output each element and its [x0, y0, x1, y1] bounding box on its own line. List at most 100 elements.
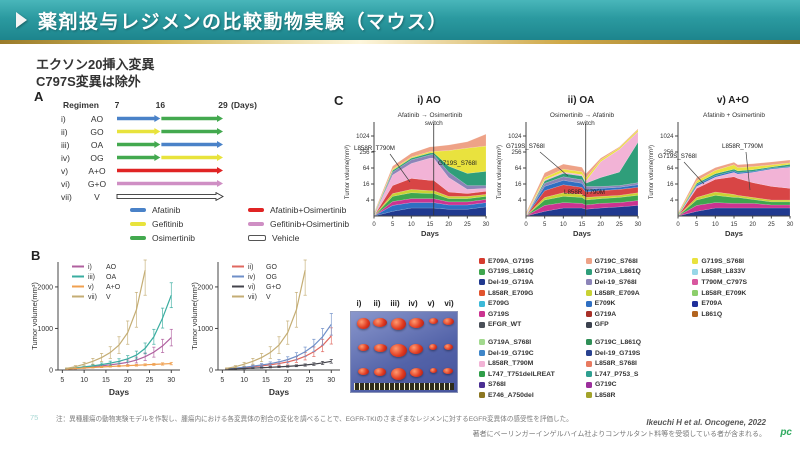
svg-text:L858R_T790M: L858R_T790M: [722, 143, 763, 150]
mutation-label: Del-19_G719A: [488, 278, 534, 286]
svg-text:GO: GO: [266, 264, 277, 271]
regimen-row: iii) OA: [55, 138, 255, 151]
regimen-arrow: [117, 141, 223, 148]
svg-text:5: 5: [695, 222, 699, 228]
svg-text:25: 25: [146, 377, 154, 384]
drug-legend: Afatinib Gefitinib Osimertinib Afatinib+Osi…: [130, 204, 390, 248]
regimen-number: vi): [61, 178, 70, 189]
regimen-number: i): [61, 113, 66, 124]
tumor-specimen: [390, 368, 406, 380]
color-swatch: [692, 268, 699, 275]
svg-text:Tumor volume(mm³): Tumor volume(mm³): [345, 145, 351, 199]
color-swatch: [248, 208, 264, 212]
svg-text:16: 16: [363, 182, 370, 188]
svg-text:1000: 1000: [37, 326, 53, 333]
mutation-legend-item: G719S: [479, 309, 586, 320]
ruler: [354, 383, 454, 390]
legend-label: Gefitinib: [152, 219, 184, 229]
svg-text:Days: Days: [573, 229, 591, 238]
svg-text:Tumor volume(mm³): Tumor volume(mm³): [649, 145, 655, 199]
regimen-name: G+O: [87, 178, 107, 189]
mutation-label: EFGR_WT: [488, 321, 522, 329]
svg-text:256: 256: [511, 150, 522, 156]
mutation-legend-block: G719A_S768I Del-19_G719C L858R_T790M L747_T…: [479, 337, 799, 401]
color-swatch: [479, 381, 485, 388]
chart-title: ii) OA: [567, 95, 595, 106]
svg-text:vi): vi): [248, 284, 255, 291]
svg-text:256: 256: [359, 150, 370, 156]
color-swatch: [586, 371, 592, 378]
tumor-specimen: [443, 344, 453, 350]
mutation-legend-item: E709G: [479, 298, 586, 309]
mutation-label: GFP: [594, 321, 609, 329]
svg-text:ii): ii): [248, 264, 253, 271]
regimen-row: vi) G+O: [55, 177, 255, 190]
mutation-legend-column: G719A_S768I Del-19_G719C L858R_T790M L747_T…: [479, 337, 586, 401]
color-swatch: [585, 279, 592, 286]
mutation-label: G719S_S768I: [701, 257, 745, 265]
mutation-legend-item: L858R_E709A: [585, 288, 693, 299]
mutation-legend-column: G719C_S768I G719A_L861Q Del-19_S768I L858R_…: [585, 256, 693, 330]
svg-text:2000: 2000: [197, 284, 213, 291]
mutation-label: L858R_E709K: [701, 289, 747, 297]
svg-text:10: 10: [560, 222, 567, 228]
intro-text: エクソン20挿入変異 C797S変異は除外: [36, 56, 154, 90]
regimen-row: i) AO: [55, 112, 255, 125]
chart-title: v) A+O: [716, 95, 750, 106]
svg-text:25: 25: [464, 222, 471, 228]
regimen-header: Regimen 7 16 29 (Days): [55, 100, 257, 112]
color-swatch: [479, 321, 485, 328]
color-swatch: [479, 350, 485, 357]
color-swatch: [586, 350, 592, 357]
header-arrow-icon: [16, 12, 27, 28]
mutation-label: G719A_L861Q: [594, 268, 641, 276]
mutation-label: L858R: [595, 391, 616, 399]
color-swatch: [130, 236, 146, 240]
pc-logo: pc: [780, 427, 792, 438]
svg-text:25: 25: [616, 222, 623, 228]
svg-text:AO: AO: [106, 264, 117, 271]
tumor-specimen: [357, 344, 369, 351]
panel-c-charts: i) AO Afatinib → Osimertinib switch 4 16 64 25…: [342, 95, 798, 248]
color-swatch: [248, 222, 264, 226]
svg-text:iv): iv): [248, 274, 255, 281]
color-swatch: [692, 279, 699, 286]
color-swatch: [479, 268, 485, 275]
mutation-label: Del-19_G719S: [595, 349, 641, 357]
svg-text:25: 25: [768, 222, 775, 228]
regimen-row: ii) GO: [55, 125, 255, 138]
mutation-legend-item: E709A_G719S: [479, 256, 586, 267]
panel-c-label: C: [334, 93, 344, 108]
color-swatch: [585, 311, 592, 318]
mutation-legend-item: G719S_S768I: [692, 256, 799, 267]
svg-text:15: 15: [427, 222, 434, 228]
c3-plot: Afatinib + Osimertinib 4 16 64 256 1024 0 5 10 15…: [649, 112, 794, 238]
svg-text:15: 15: [262, 377, 270, 384]
tumor-column-label: iii): [390, 299, 400, 308]
svg-text:G719S_S768I: G719S_S768I: [506, 143, 545, 150]
regimen-name: V: [94, 191, 100, 202]
color-swatch: [479, 311, 485, 318]
color-swatch: [586, 381, 592, 388]
mutation-legend-item: G719A_S768I: [479, 337, 586, 348]
svg-text:20: 20: [597, 222, 604, 228]
svg-text:20: 20: [124, 377, 132, 384]
legend-item: Vehicle: [248, 232, 299, 244]
mutation-legend-item: E746_A750del: [479, 390, 586, 401]
day-tick-29: 29: [218, 100, 228, 110]
day-tick-7: 7: [114, 100, 120, 110]
tumor-specimen: [356, 318, 370, 329]
mutation-legend-item: T790M_C797S: [692, 277, 799, 288]
color-swatch: [586, 392, 592, 399]
mutation-label: G719C_L861Q: [595, 338, 642, 346]
tumor-specimen: [390, 318, 406, 330]
color-swatch: [479, 300, 485, 307]
mutation-legend-item: L858R_T790M: [479, 358, 586, 369]
chart-title: i) AO: [417, 95, 441, 106]
regimen-number: iii): [61, 139, 70, 150]
mutation-legend-item: G719A: [585, 309, 693, 320]
svg-text:30: 30: [635, 222, 642, 228]
svg-text:OA: OA: [106, 274, 116, 281]
